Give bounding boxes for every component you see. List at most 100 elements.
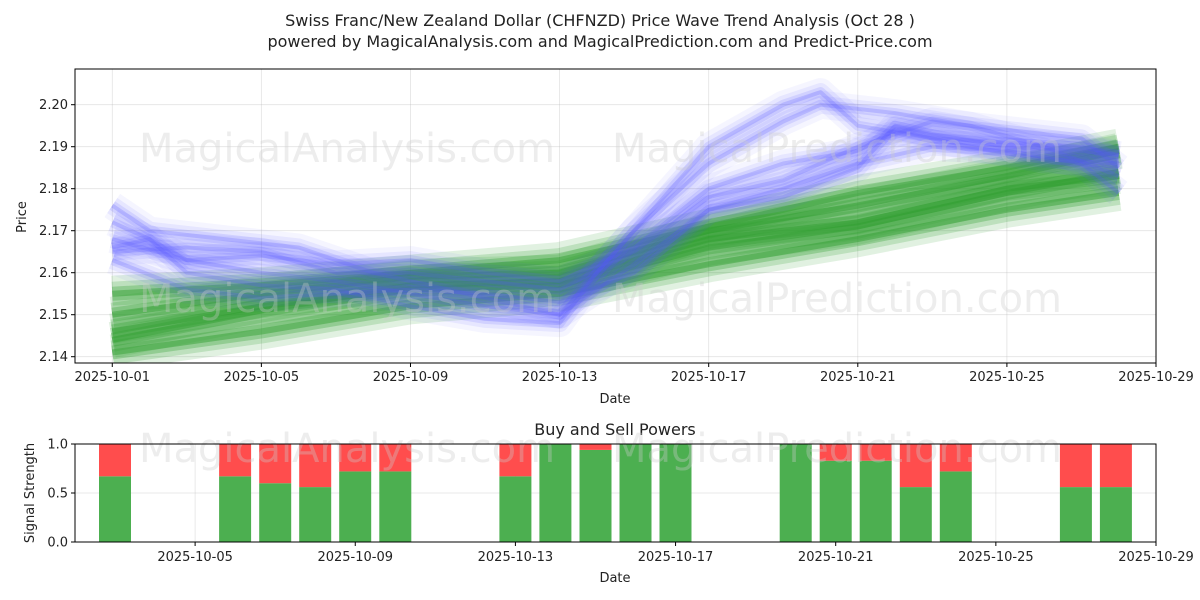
watermark-right-2: MagicalPrediction.com (612, 276, 1062, 322)
blue-wave-band (108, 83, 1121, 333)
green-trend-band (111, 144, 1121, 322)
powers-y-tick-label: 0.0 (47, 536, 68, 551)
price-x-tick-label: 2025-10-29 (1118, 370, 1194, 385)
watermark-right: MagicalPrediction.com (612, 126, 1062, 172)
green-trend-band (111, 129, 1123, 312)
price-plot-frame (74, 68, 1157, 364)
buy-power-bar (259, 483, 292, 542)
blue-wave-band (107, 132, 1128, 317)
blue-wave-band (108, 115, 1120, 296)
buy-power-bar (339, 471, 372, 542)
sell-power-bar (339, 444, 372, 472)
blue-wave-band (110, 141, 1122, 308)
buy-power-bar (819, 460, 852, 542)
watermark-left: MagicalAnalysis.com (139, 126, 555, 172)
powers-x-tick-label: 2025-10-09 (317, 550, 393, 565)
price-x-label: Date (599, 392, 630, 407)
blue-wave-band (111, 90, 1120, 326)
price-y-tick-label: 2.16 (39, 266, 68, 281)
powers-x-label: Date (599, 571, 630, 586)
powers-y-label: Signal Strength (23, 443, 38, 543)
green-trend-band (111, 173, 1120, 343)
sell-power-bar (859, 444, 892, 461)
blue-wave-band (109, 111, 1121, 329)
blue-wave-band (111, 120, 1120, 320)
blue-wave-band (112, 119, 1120, 292)
buy-power-bar (779, 444, 812, 542)
sell-power-bar (499, 444, 532, 477)
sell-power-bar (259, 444, 292, 484)
blue-wave-band (111, 102, 1120, 317)
green-trend-band (110, 181, 1121, 363)
buy-power-bar (579, 449, 612, 542)
blue-wave-band (110, 116, 1120, 324)
buy-power-bar (939, 471, 972, 542)
price-y-tick-label: 2.20 (39, 98, 68, 113)
price-watermarks: MagicalAnalysis.com MagicalPrediction.co… (139, 126, 1062, 322)
green-trend-band (111, 165, 1120, 339)
watermark-left-2: MagicalAnalysis.com (139, 276, 555, 322)
blue-wave-band (109, 99, 1121, 320)
buy-power-bar (619, 444, 652, 542)
blue-wave-band (108, 137, 1125, 312)
buy-power-bar (219, 476, 252, 542)
price-axes: 2025-10-01 2025-10-05 2025-10-09 2025-10-13… (39, 98, 1194, 385)
buy-power-bar (539, 444, 572, 542)
powers-y-tick-label: 0.5 (47, 487, 68, 502)
price-wave-bands (104, 78, 1128, 363)
green-trend-band (110, 169, 1120, 347)
blue-wave-band (111, 112, 1125, 299)
blue-wave-band (111, 127, 1119, 284)
price-x-tick-label: 2025-10-01 (74, 370, 150, 385)
powers-x-tick-label: 2025-10-29 (1118, 550, 1194, 565)
price-y-tick-label: 2.15 (39, 308, 68, 323)
sell-power-bar (939, 444, 972, 472)
green-trend-band (111, 134, 1121, 306)
watermark-bottom-left: MagicalAnalysis.com (139, 426, 555, 472)
price-y-tick-label: 2.17 (39, 224, 68, 239)
powers-x-tick-label: 2025-10-13 (478, 550, 554, 565)
buy-power-bar (499, 476, 532, 542)
sell-power-bar (299, 444, 332, 488)
blue-wave-band (111, 107, 1128, 304)
buy-power-bar (299, 487, 332, 542)
price-x-tick-label: 2025-10-21 (820, 370, 896, 385)
green-trend-band (111, 185, 1120, 360)
powers-x-tick-label: 2025-10-05 (157, 550, 233, 565)
price-x-tick-label: 2025-10-25 (969, 370, 1045, 385)
sell-power-bar (819, 444, 852, 461)
blue-wave-band (106, 78, 1122, 338)
blue-wave-band (111, 123, 1119, 317)
blue-wave-band (110, 124, 1119, 287)
blue-wave-band (110, 87, 1120, 329)
sell-power-bar (1059, 444, 1092, 488)
green-trend-band (110, 139, 1122, 327)
buy-power-bar (379, 471, 412, 542)
powers-x-tick-label: 2025-10-25 (958, 550, 1034, 565)
price-y-label: Price (15, 201, 30, 233)
powers-watermarks: MagicalAnalysis.com MagicalPrediction.co… (139, 426, 1062, 472)
buy-power-bar (859, 460, 892, 542)
blue-wave-band (104, 90, 1124, 329)
price-y-tick-label: 2.14 (39, 350, 68, 365)
chart-title-line1: Swiss Franc/New Zealand Dollar (CHFNZD) … (285, 11, 915, 30)
blue-wave-band (109, 120, 1120, 291)
green-trend-band (112, 143, 1120, 297)
blue-wave-band (112, 116, 1122, 295)
buy-power-bar (899, 487, 932, 542)
price-x-tick-label: 2025-10-17 (671, 370, 747, 385)
green-trend-band (111, 168, 1120, 335)
green-trend-band (111, 189, 1120, 356)
price-y-tick-label: 2.19 (39, 140, 68, 155)
sell-power-bar (99, 444, 131, 477)
sell-power-bar (579, 444, 612, 450)
green-trend-band (110, 160, 1121, 344)
sell-power-bar (379, 444, 412, 472)
powers-bars (99, 444, 1132, 542)
green-trend-band (108, 158, 1121, 358)
blue-wave-band (111, 144, 1120, 305)
price-x-tick-label: 2025-10-13 (522, 370, 598, 385)
buy-power-bar (1099, 487, 1132, 542)
watermark-bottom-right: MagicalPrediction.com (612, 426, 1062, 472)
